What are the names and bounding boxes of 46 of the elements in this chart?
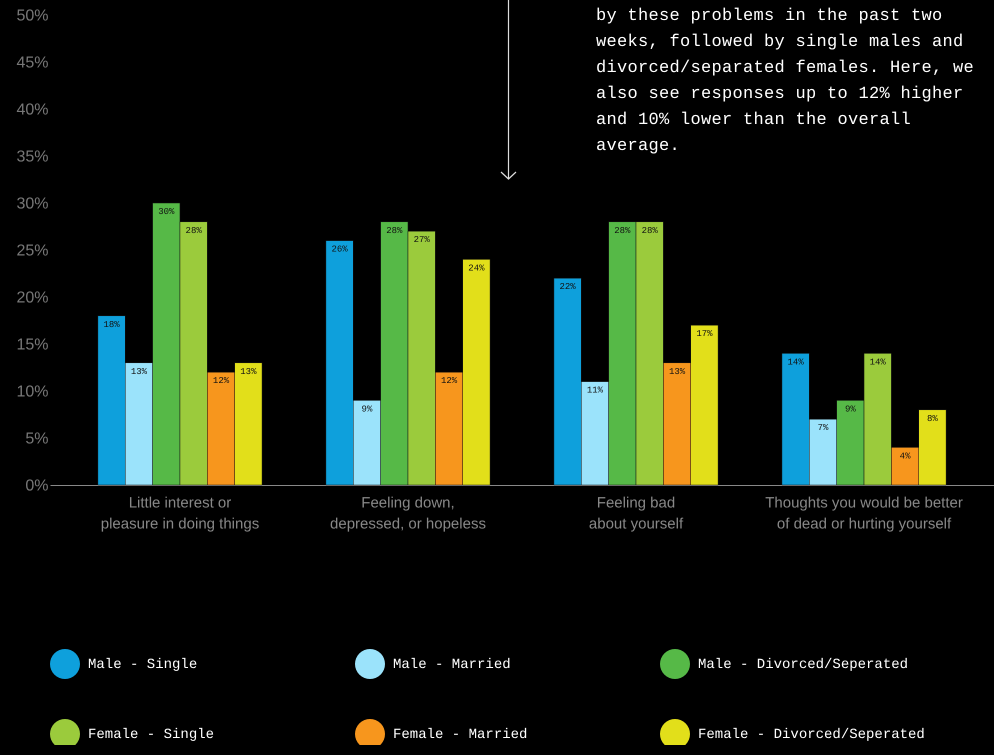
data-label: 27% [414,235,430,246]
data-label: 9% [362,404,373,414]
data-label: 8% [927,414,938,424]
x-tick-label: Feeling bad about yourself [588,494,684,532]
y-tick-label: 40% [16,102,48,118]
legend-label: Female - Divorced/Seperated [698,727,925,743]
data-label: 14% [788,357,804,368]
data-label: 28% [186,226,202,236]
data-label: 13% [240,366,258,377]
y-tick-label: 30% [16,196,48,212]
legend-label: Male - Single [88,657,198,673]
legend-label: Male - Divorced/Seperated [698,657,908,673]
data-label: 24% [468,263,486,274]
data-label: 28% [642,226,658,236]
data-label: 7% [818,423,829,434]
data-label: 28% [614,226,632,236]
data-label: 11% [586,386,604,396]
data-label: 12% [212,376,230,386]
x-tick-label: Little interest or pleasure in doing things [100,494,260,532]
data-label: 4% [900,451,912,462]
y-tick-label: 25% [16,242,48,260]
annotation: by these problems in the past two weeks, followed by single males and divorced/separated females. Here, we also see responses up to 12% higher and 10% lower than the overall average. [596,6,976,158]
data-label: 14% [870,357,886,368]
data-label: 17% [696,329,714,340]
y-tick-label: 10% [16,384,48,400]
y-tick-label: 35% [16,148,48,166]
data-label: 18% [103,320,120,330]
data-label: 9% [844,404,856,414]
data-label: 12% [440,376,458,386]
y-tick-label: 45% [16,54,48,72]
data-label: 30% [158,207,175,217]
data-label: 13% [668,366,686,377]
y-tick-label: 0% [25,478,48,494]
x-tick-label: Feeling down, depressed, or hopeless [330,494,486,532]
y-tick-label: 20% [16,290,48,306]
y-tick-label: 5% [25,430,48,448]
data-label: 28% [386,226,404,236]
y-tick-label: 50% [16,8,48,24]
y-tick-label: 15% [16,336,48,354]
legend-label: Female - Single [88,727,214,743]
data-label: 22% [560,282,576,292]
x-tick-label: Thoughts you would be better of dead or hurting yourself [765,494,963,532]
legend-label: Male - Married [393,657,511,673]
data-label: 13% [130,366,148,377]
legend-label: Female - Married [393,727,528,743]
data-label: 26% [331,244,348,255]
